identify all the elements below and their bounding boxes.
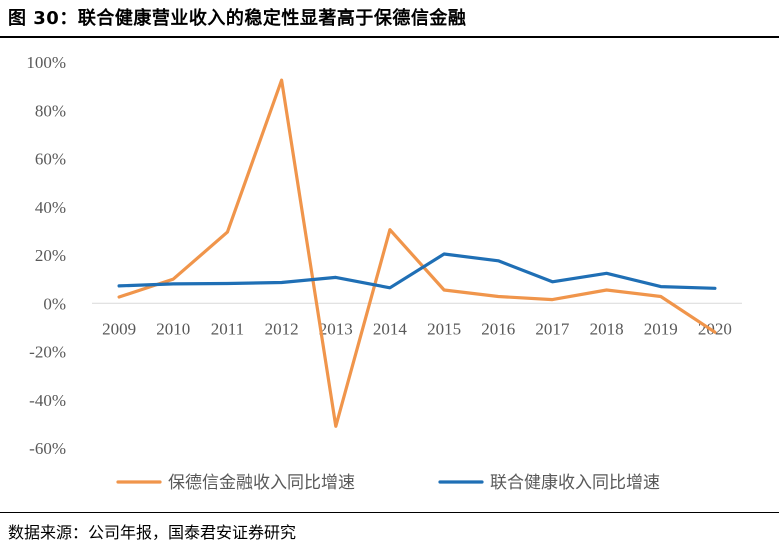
x-tick-label: 2017 xyxy=(535,319,570,338)
x-tick-label: 2018 xyxy=(590,319,624,338)
x-tick-label: 2010 xyxy=(156,319,190,338)
x-tick-label: 2015 xyxy=(427,319,461,338)
y-tick-label: 100% xyxy=(26,53,66,72)
legend: 保德信金融收入同比增速 联合健康收入同比增速 xyxy=(116,473,660,493)
y-tick-label: 40% xyxy=(35,198,66,217)
source-note: 数据来源：公司年报，国泰君安证券研究 xyxy=(8,523,297,542)
series-lines xyxy=(117,78,717,428)
bottom-divider xyxy=(0,512,779,513)
x-tick-label: 2016 xyxy=(481,319,515,338)
y-tick-label: 60% xyxy=(35,150,66,169)
series-line-1 xyxy=(117,78,717,428)
y-tick-label: -40% xyxy=(29,391,66,410)
series-line-2 xyxy=(117,252,717,290)
y-tick-label: -20% xyxy=(29,343,66,362)
x-axis-ticks: 2009 2010 2011 2012 2013 2014 2015 2016 2017 2018… xyxy=(102,319,732,338)
x-tick-label: 2009 xyxy=(102,319,136,338)
y-tick-label: 0% xyxy=(43,294,66,313)
x-tick-label: 2020 xyxy=(698,319,732,338)
y-axis-ticks: 100% 80% 60% 40% 20% 0% -20% -40% -60% xyxy=(26,53,66,458)
y-tick-label: 20% xyxy=(35,246,66,265)
figure-title: 图 30：联合健康营业收入的稳定性显著高于保德信金融 xyxy=(8,8,467,29)
y-tick-label: 80% xyxy=(35,101,66,120)
x-tick-label: 2013 xyxy=(319,319,353,338)
legend-label: 保德信金融收入同比增速 xyxy=(168,473,355,493)
top-divider xyxy=(0,36,779,38)
x-tick-label: 2014 xyxy=(373,319,408,338)
legend-label: 联合健康收入同比增速 xyxy=(490,473,660,493)
x-tick-label: 2011 xyxy=(211,319,244,338)
line-chart: 100%80%60%40%20%0%-20%-40%-60% 2009 2010 2… xyxy=(26,53,742,493)
y-tick-label: -60% xyxy=(29,439,66,458)
x-tick-label: 2019 xyxy=(644,319,678,338)
x-tick-label: 2012 xyxy=(265,319,299,338)
